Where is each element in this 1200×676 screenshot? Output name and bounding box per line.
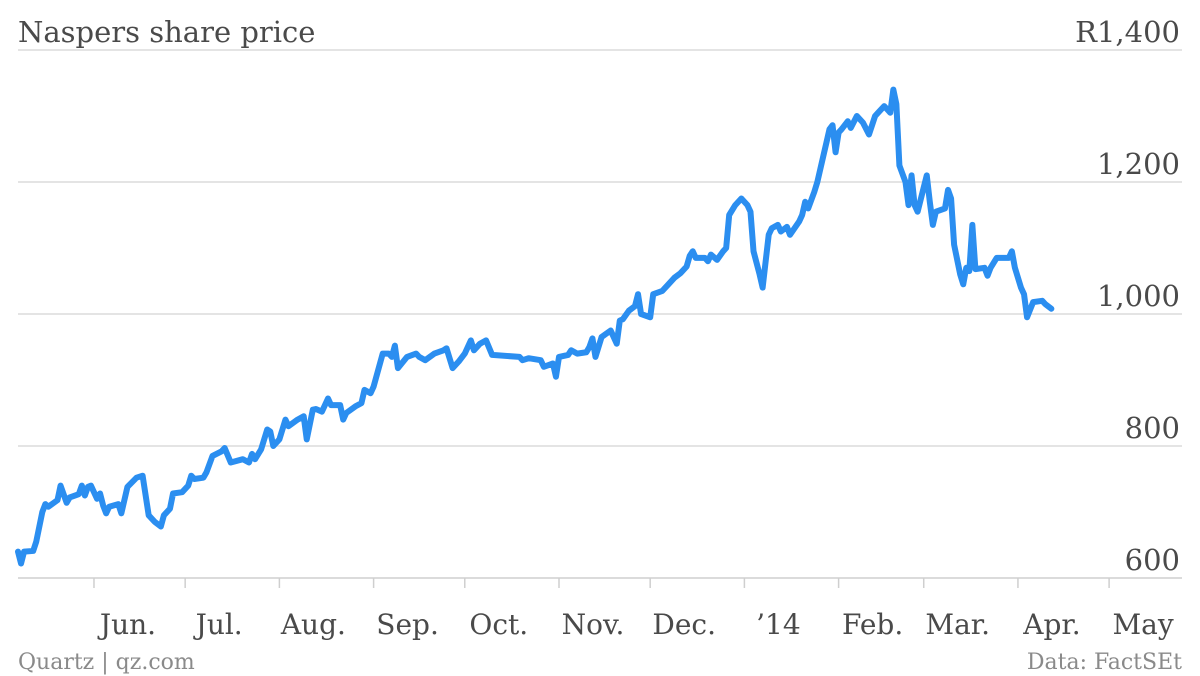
y-axis: 600 800 1,000 1,200 R1,400 <box>1075 15 1180 577</box>
x-tick-label: Sep. <box>376 608 439 641</box>
y-tick-label: 800 <box>1125 411 1180 445</box>
x-tick-label: Oct. <box>469 608 528 641</box>
credit-label: Quartz | qz.com <box>18 650 195 675</box>
source-label: Data: FactSEt <box>1027 650 1182 675</box>
x-tick-label: Jul. <box>193 608 243 641</box>
y-tick-label: 1,000 <box>1097 279 1180 313</box>
gridlines <box>18 49 1182 579</box>
x-tick-label: Jun. <box>97 608 156 641</box>
chart-title: Naspers share price <box>18 15 315 49</box>
y-tick-label: 600 <box>1125 543 1180 577</box>
y-tick-label: R1,400 <box>1075 15 1180 49</box>
x-tick-label: Apr. <box>1022 608 1080 641</box>
x-axis: Jun. Jul. Aug. Sep. Oct. Nov. Dec. ’14 Feb. Mar. A… <box>93 578 1174 641</box>
x-tick-label: Aug. <box>280 608 346 641</box>
x-tick-label: Feb. <box>842 608 903 641</box>
y-tick-label: 1,200 <box>1097 147 1180 181</box>
x-tick-label: Mar. <box>925 608 990 641</box>
series-line <box>15 86 1055 567</box>
series-layer <box>15 86 1055 567</box>
x-tick-label: Dec. <box>652 608 716 641</box>
x-tick-label: May <box>1113 608 1174 641</box>
x-tick-label: ’14 <box>756 608 801 641</box>
x-tick-label: Nov. <box>562 608 625 641</box>
